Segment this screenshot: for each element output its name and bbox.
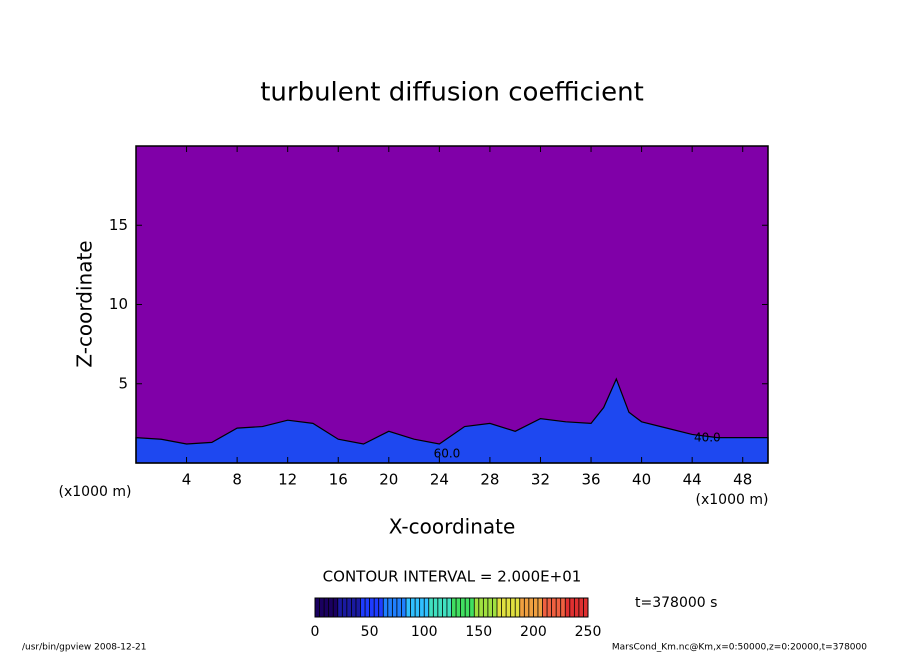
colorbar-stripe (369, 598, 375, 617)
x-tick-label: 20 (379, 471, 398, 489)
colorbar-stripe (533, 598, 538, 617)
footer: MarsCond_Km.nc@Km,x=0:50000,z=0:20000,t=… (612, 643, 867, 653)
colorbar-tick-label: 0 (311, 624, 320, 640)
colorbar-stripe (401, 598, 406, 617)
colorbar-stripe (456, 598, 461, 617)
colorbar-frame (314, 597, 589, 618)
x-tick-label: 28 (480, 471, 499, 489)
colorbar-stripe (519, 598, 525, 617)
colorbar-stripe (574, 598, 579, 617)
contour-interval: CONTOUR INTERVAL = 2.000E+01 (323, 568, 582, 586)
chart-title: turbulent diffusion coefficient (260, 78, 644, 108)
colorbar-stripe (374, 598, 379, 617)
y-tick-label: 10 (109, 295, 128, 313)
plot-background (136, 146, 768, 463)
axis-unit: (x1000 m) (59, 484, 132, 500)
colorbar-stripe (319, 598, 325, 617)
colorbar-stripe (537, 598, 543, 617)
colorbar-stripe (406, 598, 411, 617)
colorbar-stripe (501, 598, 507, 617)
colorbar-stripe (333, 598, 338, 617)
colorbar-stripe (328, 598, 334, 617)
colorbar-stripe (419, 598, 425, 617)
colorbar-stripe (415, 598, 420, 617)
contour-label: 40.0 (694, 430, 721, 444)
x-tick-label: 8 (232, 471, 242, 489)
colorbar-stripe (433, 598, 438, 617)
colorbar-stripe (378, 598, 384, 617)
colorbar-stripe (360, 598, 366, 617)
contour-label: 60.0 (434, 446, 461, 460)
x-tick-label: 16 (329, 471, 348, 489)
colorbar-stripe (565, 598, 570, 617)
colorbar-stripe (451, 598, 457, 617)
x-tick-label: 4 (182, 471, 192, 489)
colorbar-stripe (469, 598, 475, 617)
colorbar-stripe (346, 598, 352, 617)
colorbar-stripe (365, 598, 370, 617)
y-tick-label: 15 (109, 216, 128, 234)
x-tick-label: 24 (430, 471, 449, 489)
time-label: t=378000 s (635, 595, 717, 611)
colorbar-stripe (324, 598, 329, 617)
colorbar-tick-label: 150 (465, 624, 492, 640)
colorbar-stripe (474, 598, 479, 617)
colorbar-tick-label: 200 (520, 624, 547, 640)
colorbar-stripe (437, 598, 443, 617)
colorbar-stripe (510, 598, 516, 617)
x-tick-label: 36 (581, 471, 600, 489)
colorbar-stripe (478, 598, 484, 617)
colorbar-stripe (424, 598, 429, 617)
colorbar-stripe (569, 598, 575, 617)
footer: /usr/bin/gpview 2008-12-21 (22, 643, 146, 653)
colorbar-stripe (337, 598, 343, 617)
colorbar-stripe (351, 598, 356, 617)
colorbar-stripe (542, 598, 548, 617)
x-tick-label: 48 (733, 471, 752, 489)
x-tick-label: 40 (632, 471, 651, 489)
colorbar-stripe (446, 598, 452, 617)
colorbar-stripe (428, 598, 434, 617)
colorbar-stripe (342, 598, 347, 617)
colorbar-stripe (506, 598, 511, 617)
colorbar-stripe (492, 598, 497, 617)
colorbar-stripe (410, 598, 416, 617)
x-tick-label: 12 (278, 471, 297, 489)
colorbar-tick-label: 100 (411, 624, 438, 640)
y-axis-label: Z-coordinate (73, 240, 97, 367)
turbulent-layer (135, 377, 769, 464)
colorbar-stripe (497, 598, 502, 617)
colorbar-stripe (383, 598, 388, 617)
y-tick-label: 5 (118, 374, 128, 392)
colorbar-stripe (442, 598, 447, 617)
axis-unit: (x1000 m) (696, 492, 769, 508)
colorbar-stripe (578, 598, 584, 617)
colorbar-stripe (551, 598, 557, 617)
colorbar-stripe (487, 598, 493, 617)
colorbar-stripe (315, 598, 320, 617)
colorbar-stripe (560, 598, 566, 617)
x-tick-label: 44 (683, 471, 702, 489)
colorbar-stripe (392, 598, 397, 617)
colorbar-stripe (387, 598, 393, 617)
colorbar-stripe (524, 598, 529, 617)
colorbar-tick-label: 250 (575, 624, 602, 640)
colorbar-stripe (460, 598, 466, 617)
colorbar-stripe (465, 598, 470, 617)
x-tick-label: 32 (531, 471, 550, 489)
x-axis-label: X-coordinate (389, 515, 516, 539)
colorbar-stripe (396, 598, 402, 617)
colorbar-stripe (528, 598, 534, 617)
colorbar-stripe (515, 598, 520, 617)
colorbar-stripe (547, 598, 552, 617)
colorbar-stripe (355, 598, 361, 617)
colorbar-stripe (583, 598, 588, 617)
colorbar-stripe (483, 598, 488, 617)
colorbar-stripe (556, 598, 561, 617)
colorbar-tick-label: 50 (361, 624, 379, 640)
